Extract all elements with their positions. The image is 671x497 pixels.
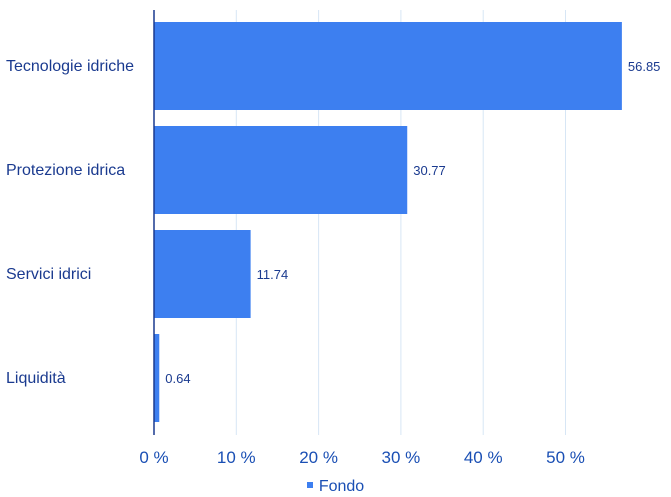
x-tick-label: 20 % (299, 448, 338, 467)
bar (154, 22, 622, 110)
category-labels: Tecnologie idriche Protezione idrica Servi… (6, 58, 134, 387)
data-labels: 56.85 30.77 11.74 0.64 (165, 59, 660, 386)
legend: Fondo (0, 478, 671, 496)
bar (154, 230, 251, 318)
x-tick-label: 0 % (139, 448, 168, 467)
category-label: Servici idrici (6, 266, 91, 283)
x-tick-label: 30 % (382, 448, 421, 467)
category-label: Liquidità (6, 370, 66, 387)
data-label: 30.77 (413, 163, 446, 178)
data-label: 11.74 (257, 267, 289, 282)
legend-label: Fondo (318, 478, 365, 495)
legend-swatch (306, 481, 313, 488)
x-tick-label: 10 % (217, 448, 256, 467)
category-label: Tecnologie idriche (6, 58, 134, 75)
bar (154, 334, 160, 422)
x-tick-labels: 0 % 10 % 20 % 30 % 40 % 50 % (139, 448, 585, 467)
x-tick-label: 50 % (546, 448, 585, 467)
bar (154, 126, 408, 214)
data-label: 56.85 (628, 59, 661, 74)
data-label: 0.64 (165, 371, 190, 386)
category-label: Protezione idrica (6, 162, 125, 179)
x-tick-label: 40 % (464, 448, 503, 467)
bars (154, 22, 622, 422)
